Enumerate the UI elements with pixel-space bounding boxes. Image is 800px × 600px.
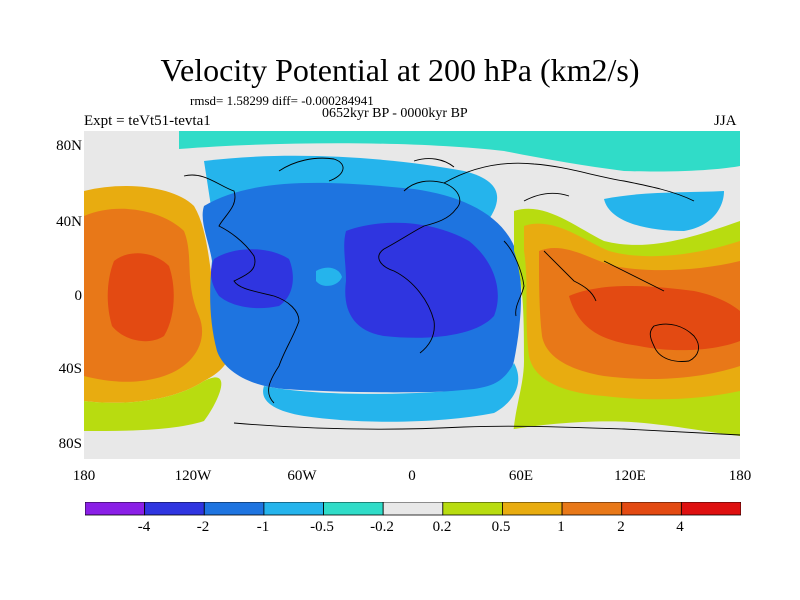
colorbar-swatch <box>144 502 205 516</box>
southeast-white-region <box>504 421 740 459</box>
y-axis-label: 0 <box>74 288 83 304</box>
central-deep-negative-east <box>344 222 498 338</box>
y-axis-label: 80N <box>56 138 82 154</box>
colorbar <box>85 502 741 516</box>
x-axis-label: 0 <box>408 468 416 484</box>
colorbar-label: -0.2 <box>370 519 394 535</box>
colorbar-swatch <box>561 502 623 516</box>
period-text: 0652kyr BP - 0000kyr BP <box>322 106 468 121</box>
colorbar-swatch <box>323 502 384 516</box>
colorbar-label: 1 <box>557 519 565 535</box>
x-axis-label: 60E <box>508 468 534 484</box>
velocity-potential-map <box>84 131 740 459</box>
central-cyan-island <box>316 267 342 286</box>
colorbar-swatch <box>382 502 444 516</box>
colorbar-label: -4 <box>137 519 151 535</box>
central-deep-negative-west <box>211 249 293 309</box>
season-label: JJA <box>714 113 737 129</box>
y-axis-label: 40S <box>58 361 82 377</box>
stats-text: rmsd= 1.58299 diff= -0.000284941 <box>190 93 374 108</box>
pacific-weak-positive-region <box>84 377 222 431</box>
x-axis-label: 180 <box>72 468 96 484</box>
pacific-very-strong-region <box>107 253 174 342</box>
colorbar-swatch <box>502 502 563 516</box>
colorbar-label: -2 <box>196 519 210 535</box>
colorbar-swatch <box>85 502 146 516</box>
colorbar-swatch <box>680 502 741 516</box>
x-axis-label: 120W <box>174 468 212 484</box>
experiment-label: Expt = teVt51-tevta1 <box>84 113 211 129</box>
south-cyan-band <box>263 363 519 422</box>
y-axis-label: 80S <box>58 436 82 452</box>
colorbar-label: -0.5 <box>310 519 334 535</box>
eastern-very-strong-region <box>569 286 740 351</box>
x-axis-label: 120E <box>614 468 646 484</box>
north-cyan-region <box>179 131 740 172</box>
colorbar-label: 2 <box>617 519 625 535</box>
x-axis-label: 60W <box>287 468 317 484</box>
colorbar-swatch <box>263 502 324 516</box>
colorbar-label: 0.5 <box>491 519 511 535</box>
colorbar-label: 0.2 <box>432 519 452 535</box>
colorbar-label: 4 <box>676 519 684 535</box>
colorbar-swatch <box>442 502 503 516</box>
page-title: Velocity Potential at 200 hPa (km2/s) <box>160 52 640 88</box>
colorbar-swatch <box>621 502 682 516</box>
y-axis-label: 40N <box>56 214 82 230</box>
coastlines <box>183 157 740 436</box>
x-axis-label: 180 <box>728 468 752 484</box>
colorbar-label: -1 <box>256 519 270 535</box>
colorbar-swatch <box>203 502 265 516</box>
